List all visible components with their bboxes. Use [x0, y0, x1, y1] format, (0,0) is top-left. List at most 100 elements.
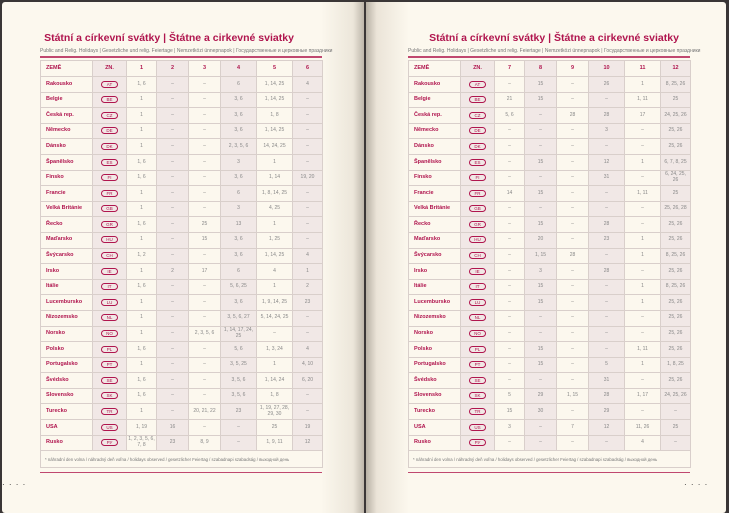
holiday-dates-cell: – — [494, 294, 525, 311]
holiday-dates-cell: 31 — [588, 169, 625, 187]
holiday-dates-cell: – — [588, 278, 625, 296]
holiday-dates-cell: 25, 26 — [660, 325, 691, 343]
holiday-dates-cell: – — [556, 185, 589, 202]
holiday-dates-cell: 25, 26 — [660, 122, 691, 140]
holiday-dates-cell: 1 — [624, 231, 661, 249]
holiday-dates-cell: 15 — [524, 216, 557, 233]
holiday-dates-cell: 8, 25, 26 — [660, 76, 691, 93]
holiday-dates-cell: 25, 26 — [660, 294, 691, 311]
holiday-dates-cell: – — [188, 76, 221, 93]
holiday-dates-cell: 5 — [588, 356, 625, 374]
country-name: Řecko — [40, 216, 93, 233]
country-code-badge: DK — [469, 142, 486, 150]
title-rule — [40, 56, 322, 58]
holiday-dates-cell: – — [494, 278, 525, 296]
holiday-dates-cell: 5 — [494, 387, 525, 405]
holiday-dates-cell: – — [624, 138, 661, 155]
holiday-dates-cell: 1, 6 — [126, 372, 157, 389]
holiday-dates-cell: – — [556, 216, 589, 233]
holiday-dates-cell: 3, 6 — [220, 247, 257, 265]
table-row: Rusko РУ 1, 2, 3, 5, 6, 7, 8 23 8, 9–1, 9, 1… — [40, 434, 323, 452]
holiday-dates-cell: 3, 5, 6 — [220, 387, 257, 405]
holiday-dates-cell: 1 — [126, 309, 157, 327]
holiday-dates-cell: 1, 19, 27, 28, 29, 30 — [256, 403, 293, 421]
holiday-dates-cell: – — [624, 309, 661, 327]
holiday-dates-cell: – — [188, 169, 221, 187]
country-name: Německo — [408, 122, 461, 140]
holiday-dates-cell: 20, 21, 22 — [188, 403, 221, 421]
holiday-dates-cell: 17 — [188, 263, 221, 280]
holiday-dates-cell: 4 — [292, 247, 323, 265]
holiday-dates-cell: 25, 26 — [660, 372, 691, 389]
holiday-dates-cell: 26 — [588, 76, 625, 93]
country-code-badge: PL — [469, 345, 486, 353]
country-name: Maďarsko — [40, 231, 93, 249]
holiday-dates-cell: 3 — [524, 263, 557, 280]
holiday-dates-cell: 15 — [524, 278, 557, 296]
holiday-dates-cell: 1 — [624, 76, 661, 93]
holiday-dates-cell: – — [556, 278, 589, 296]
holiday-dates-cell: 1 — [256, 356, 293, 374]
country-code-badge: IE — [101, 267, 118, 275]
header-month: 6 — [292, 60, 323, 77]
holiday-dates-cell: – — [588, 138, 625, 155]
holiday-dates-cell: – — [524, 325, 557, 343]
holiday-dates-cell: 1, 11 — [624, 91, 661, 109]
holiday-dates-cell: 1, 2 — [126, 247, 157, 265]
table-row: Rakousko AT –15–26 1 8, 25, 26 — [408, 76, 691, 93]
holiday-dates-cell: – — [292, 122, 323, 140]
holiday-dates-cell: 8, 25, 26 — [660, 247, 691, 265]
holiday-dates-cell: – — [292, 216, 323, 233]
footnote-row: * náhradní den volna / náhradný deň voľn… — [408, 450, 691, 469]
table-row: Itálie IT –15– –1 8, 25, 26 — [408, 278, 691, 296]
country-code-badge: ES — [101, 158, 118, 166]
country-code-badge: BE — [469, 96, 486, 104]
holiday-dates-cell: 17 — [624, 107, 661, 124]
holiday-dates-cell: – — [494, 341, 525, 358]
holiday-dates-cell: – — [156, 247, 189, 265]
table-row: Španělsko ES 1, 6– –3 1– — [40, 153, 323, 171]
country-code-cell: PL — [92, 341, 127, 358]
country-code-cell: PT — [460, 356, 495, 374]
holiday-dates-cell: 3, 6 — [220, 122, 257, 140]
table-row: Švédsko SE – – –31–25, 26 — [408, 372, 691, 389]
country-name: Španělsko — [408, 153, 461, 171]
table-row: Slovensko SK 1, 6– –3, 5, 6 1, 8– — [40, 387, 323, 405]
holiday-dates-cell: 12 — [292, 434, 323, 452]
table-row: Francie FR 14 15– –1, 11 25 — [408, 185, 691, 202]
country-code-badge: FI — [101, 174, 118, 182]
country-code-cell: SE — [92, 372, 127, 389]
country-name: Maďarsko — [408, 231, 461, 249]
page-subtitle: Public and Relig. Holidays | Gesetzliche… — [408, 48, 701, 54]
country-name: Polsko — [408, 341, 461, 358]
holiday-dates-cell: – — [156, 216, 189, 233]
holiday-dates-cell: – — [556, 169, 589, 187]
holiday-dates-cell: – — [524, 434, 557, 452]
holiday-dates-cell: – — [556, 294, 589, 311]
holiday-dates-cell: 25, 26 — [660, 216, 691, 233]
holiday-dates-cell: – — [494, 216, 525, 233]
country-code-badge: CZ — [101, 111, 118, 119]
country-code-cell: HU — [92, 231, 127, 249]
holiday-dates-cell: – — [494, 356, 525, 374]
holiday-dates-cell: 3 — [588, 122, 625, 140]
holiday-dates-cell: – — [292, 200, 323, 218]
holiday-dates-cell: – — [156, 76, 189, 93]
holiday-dates-cell: – — [494, 169, 525, 187]
country-code-cell: DE — [460, 122, 495, 140]
holiday-dates-cell: – — [292, 309, 323, 327]
holiday-dates-cell: – — [556, 231, 589, 249]
holiday-dates-cell: – — [156, 341, 189, 358]
table-row: Polsko PL –15– –1, 11 25, 26 — [408, 341, 691, 358]
country-code-badge: SK — [101, 392, 118, 400]
holiday-dates-cell: 1, 15 — [556, 387, 589, 405]
country-code-cell: NL — [460, 309, 495, 327]
country-name: Irsko — [408, 263, 461, 280]
country-name: Velká Británie — [408, 200, 461, 218]
holiday-dates-cell: 3, 6 — [220, 169, 257, 187]
holiday-dates-cell: 1 — [292, 263, 323, 280]
holiday-dates-cell: – — [524, 309, 557, 327]
holidays-table-jan-jun: ZEMĚ ZN. 1 2 3 4 5 6 Rakousko AT 1, 6– –6 1, 14, 25 4… — [40, 60, 323, 469]
holiday-dates-cell: – — [188, 309, 221, 327]
table-row: Nizozemsko NL – – – – –25, 26 — [408, 309, 691, 327]
